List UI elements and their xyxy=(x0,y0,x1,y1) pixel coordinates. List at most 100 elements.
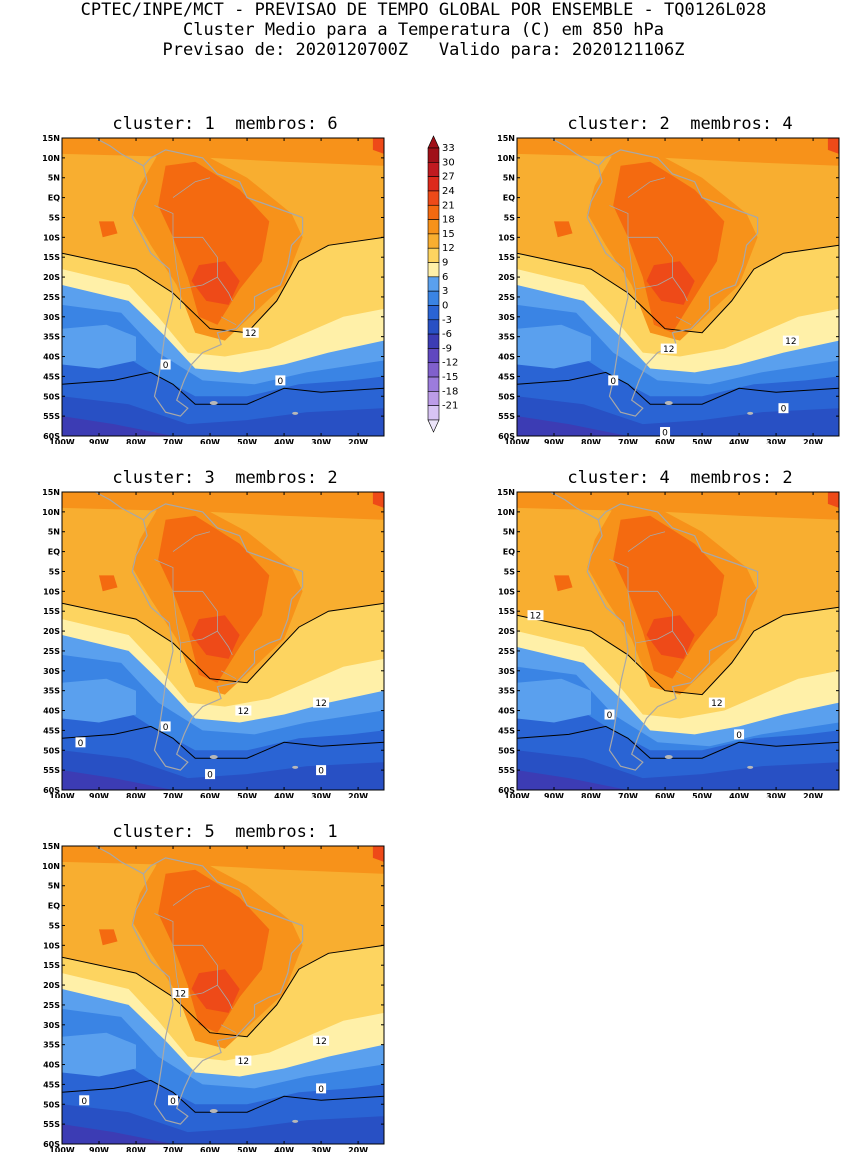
country-border xyxy=(609,205,629,238)
lon-label: 80W xyxy=(581,438,601,444)
lon-label: 100W xyxy=(504,792,530,798)
lat-label: EQ xyxy=(48,902,60,911)
colorbar-swatch xyxy=(427,319,440,335)
lat-label: EQ xyxy=(48,194,60,203)
contour-label-0-bg xyxy=(316,1083,327,1094)
lon-label: 90W xyxy=(89,1146,109,1152)
lon-label: 20W xyxy=(348,438,368,444)
contour-label-0-bg xyxy=(160,721,171,732)
lon-label: 50W xyxy=(237,792,257,798)
contour-label-0: 0 xyxy=(170,1097,176,1107)
lat-label: 25S xyxy=(43,1001,60,1010)
lon-label: 50W xyxy=(692,792,712,798)
contour-label-12-bg xyxy=(242,327,259,338)
contour-label-12: 12 xyxy=(530,612,541,622)
lat-label: 5N xyxy=(48,528,60,537)
country-border xyxy=(172,945,181,1017)
contour-label-12-bg xyxy=(708,697,725,708)
temperature-band-24 xyxy=(191,615,240,659)
contour-label-0-bg xyxy=(275,375,286,386)
temperature-band-minus3 xyxy=(62,396,384,436)
lat-label: 60S xyxy=(43,1140,60,1149)
lat-label: 20S xyxy=(498,273,515,282)
country-border xyxy=(635,638,658,644)
country-border xyxy=(202,630,218,640)
country-border xyxy=(172,531,211,552)
map-panel-cluster-3: 15N 10N 5N EQ 5S 10S 15S 20S 25S 30S 35S 40S 45S 50S 5… xyxy=(42,488,385,798)
south-america-coastline xyxy=(131,857,304,1125)
lat-label: 50S xyxy=(498,392,515,401)
falklands-island xyxy=(209,1109,218,1114)
contour-label-0: 0 xyxy=(318,1085,324,1095)
colorbar-swatch xyxy=(427,348,440,364)
country-border xyxy=(609,559,629,592)
colorbar-swatch xyxy=(427,176,440,192)
lon-label: 20W xyxy=(348,792,368,798)
country-border xyxy=(657,630,673,640)
colorbar-swatch xyxy=(427,276,440,292)
contour-label-12-bg xyxy=(313,1035,330,1046)
temperature-band-minus6 xyxy=(62,1124,173,1144)
country-border xyxy=(627,177,666,198)
country-border xyxy=(220,670,237,680)
lat-label: 5N xyxy=(503,174,515,183)
temperature-band-21 xyxy=(158,515,270,683)
colorbar-label: 0 xyxy=(442,300,448,311)
temperature-blob-21 xyxy=(99,575,118,592)
contour-label-0: 0 xyxy=(163,361,169,371)
country-border xyxy=(657,276,673,286)
lat-label: 10N xyxy=(42,508,60,517)
lat-label: 55S xyxy=(498,766,515,775)
lat-label: 30S xyxy=(498,667,515,676)
temperature-band-21 xyxy=(158,161,270,325)
lat-label: 20S xyxy=(43,273,60,282)
lat-label: 60S xyxy=(43,786,60,795)
contour-label-0-bg xyxy=(604,709,615,720)
lat-label: 15S xyxy=(43,607,60,616)
country-border xyxy=(627,531,666,552)
lon-label: 60W xyxy=(200,792,220,798)
lat-label: 15N xyxy=(42,134,60,143)
contour-label-0: 0 xyxy=(78,739,84,749)
temperature-blob-21 xyxy=(99,929,118,946)
map-frame xyxy=(61,491,385,791)
lat-label: 5S xyxy=(504,213,516,222)
contour-label-12-bg xyxy=(172,988,189,999)
lat-label: 55S xyxy=(43,1120,60,1129)
contour-label-0-bg xyxy=(608,375,619,386)
map-frame xyxy=(516,491,840,791)
contour-label-12: 12 xyxy=(238,707,249,717)
temperature-band-24 xyxy=(191,261,240,305)
country-border xyxy=(154,913,174,946)
lat-label: 45S xyxy=(498,372,515,381)
colorbar-swatch xyxy=(427,190,440,206)
lon-label: 20W xyxy=(803,438,823,444)
contour-label-0: 0 xyxy=(607,711,613,721)
colorbar-swatch xyxy=(427,262,440,278)
colorbar-label: -18 xyxy=(442,386,458,397)
lat-label: 10S xyxy=(498,587,515,596)
contour-label-12: 12 xyxy=(711,699,722,709)
colorbar-label: 6 xyxy=(442,272,448,283)
lon-label: 40W xyxy=(274,438,294,444)
lat-label: 20S xyxy=(43,627,60,636)
lon-label: 50W xyxy=(692,438,712,444)
country-border xyxy=(628,236,688,302)
lat-label: 10S xyxy=(43,233,60,242)
lat-label: 50S xyxy=(498,746,515,755)
contour-label-0-bg xyxy=(75,737,86,748)
contour-12 xyxy=(62,602,384,684)
figure-title-line3: Previsao de: 2020120700Z Valido para: 20… xyxy=(162,40,685,60)
country-border xyxy=(675,670,692,680)
country-border xyxy=(220,1024,237,1034)
temperature-corner-24 xyxy=(827,492,839,508)
lat-label: 40S xyxy=(498,707,515,716)
map-panel-cluster-4: 15N 10N 5N EQ 5S 10S 15S 20S 25S 30S 35S 40S 45S 50S 5… xyxy=(497,488,840,798)
colorbar-label: -15 xyxy=(442,372,458,383)
colorbar-label: -21 xyxy=(442,401,458,412)
temperature-band-24 xyxy=(646,615,695,659)
lon-label: 100W xyxy=(49,1146,75,1152)
contour-label-12-bg xyxy=(527,610,544,621)
central-america-coastline xyxy=(550,138,599,167)
lon-label: 100W xyxy=(504,438,530,444)
